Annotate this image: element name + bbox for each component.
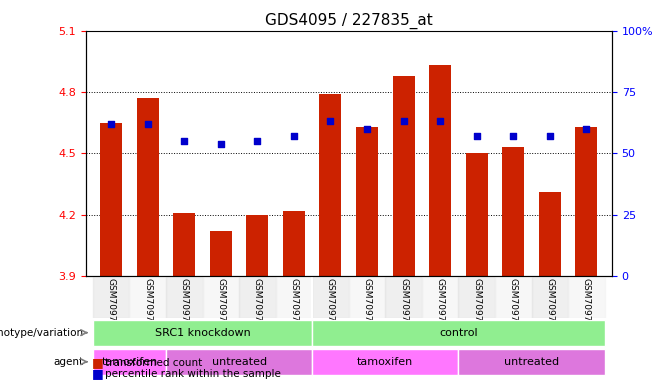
Text: GSM709766: GSM709766: [363, 278, 372, 333]
Text: untreated: untreated: [504, 357, 559, 367]
Text: control: control: [439, 328, 478, 338]
Bar: [137, 98, 159, 276]
Text: tamoxifen: tamoxifen: [357, 357, 413, 367]
Bar: [422, 276, 459, 318]
Text: GSM709768: GSM709768: [399, 278, 408, 333]
Text: GSM709774: GSM709774: [545, 278, 554, 333]
Text: untreated: untreated: [211, 357, 266, 367]
Bar: [429, 65, 451, 276]
Bar: [246, 215, 268, 276]
Text: GSM709771: GSM709771: [216, 278, 225, 333]
Bar: [130, 276, 166, 318]
Bar: [575, 127, 597, 276]
Bar: [532, 276, 568, 318]
Text: GSM709767: GSM709767: [107, 278, 116, 333]
Bar: [173, 213, 195, 276]
Point: [179, 138, 190, 144]
Text: agent: agent: [53, 357, 84, 367]
Point: [362, 126, 372, 132]
Bar: [239, 276, 276, 318]
Bar: [100, 122, 122, 276]
Point: [289, 133, 299, 139]
FancyBboxPatch shape: [312, 349, 459, 375]
Text: percentile rank within the sample: percentile rank within the sample: [105, 369, 281, 379]
Point: [106, 121, 116, 127]
Point: [545, 133, 555, 139]
Text: ■: ■: [92, 356, 104, 369]
Bar: [539, 192, 561, 276]
Text: tamoxifen: tamoxifen: [101, 357, 157, 367]
Bar: [356, 127, 378, 276]
Bar: [502, 147, 524, 276]
Bar: [466, 153, 488, 276]
Bar: [312, 276, 349, 318]
Text: GSM709777: GSM709777: [436, 278, 445, 333]
Bar: [349, 276, 386, 318]
Text: genotype/variation: genotype/variation: [0, 328, 84, 338]
Bar: [495, 276, 532, 318]
Text: GSM709772: GSM709772: [253, 278, 262, 333]
Point: [216, 141, 226, 147]
Bar: [93, 276, 130, 318]
Text: GSM709776: GSM709776: [582, 278, 591, 333]
Bar: [210, 231, 232, 276]
Point: [581, 126, 592, 132]
Point: [252, 138, 263, 144]
Text: SRC1 knockdown: SRC1 knockdown: [155, 328, 251, 338]
FancyBboxPatch shape: [93, 319, 312, 346]
Bar: [276, 276, 312, 318]
Point: [508, 133, 519, 139]
Point: [398, 118, 409, 124]
Bar: [283, 210, 305, 276]
Point: [325, 118, 336, 124]
Bar: [166, 276, 203, 318]
FancyBboxPatch shape: [312, 319, 605, 346]
Text: GSM709773: GSM709773: [509, 278, 518, 333]
Bar: [320, 94, 342, 276]
FancyBboxPatch shape: [166, 349, 312, 375]
Text: ■: ■: [92, 367, 104, 380]
Text: GSM709764: GSM709764: [326, 278, 335, 333]
Text: transformed count: transformed count: [105, 358, 203, 368]
Bar: [203, 276, 239, 318]
Bar: [386, 276, 422, 318]
Title: GDS4095 / 227835_at: GDS4095 / 227835_at: [265, 13, 432, 29]
Text: GSM709769: GSM709769: [143, 278, 152, 333]
Text: GSM709775: GSM709775: [290, 278, 299, 333]
Point: [142, 121, 153, 127]
Bar: [568, 276, 605, 318]
Bar: [459, 276, 495, 318]
Point: [435, 118, 445, 124]
Point: [471, 133, 482, 139]
Text: GSM709770: GSM709770: [472, 278, 481, 333]
FancyBboxPatch shape: [459, 349, 605, 375]
Bar: [393, 76, 415, 276]
Text: GSM709765: GSM709765: [180, 278, 189, 333]
FancyBboxPatch shape: [93, 349, 166, 375]
